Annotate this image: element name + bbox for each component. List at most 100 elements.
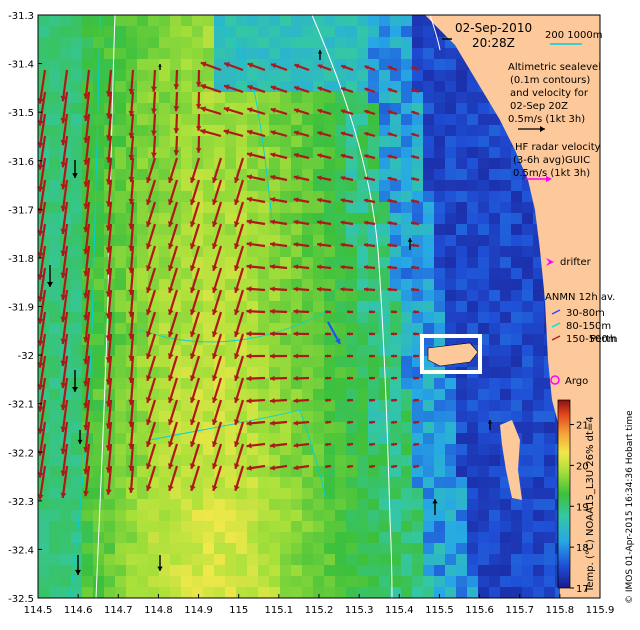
radar-velocity-arrow-head (293, 286, 299, 292)
radar-velocity-arrow-head (340, 175, 346, 181)
radar-velocity-arrow (38, 157, 47, 192)
sst-cell (401, 125, 412, 136)
sst-cell (511, 367, 522, 378)
sst-cell (93, 554, 104, 565)
sst-cell (126, 576, 137, 587)
radar-velocity-arrow-head (387, 176, 392, 181)
sst-cell (137, 37, 148, 48)
sst-cell (170, 532, 181, 543)
sst-cell (181, 125, 192, 136)
sst-cell (379, 268, 390, 279)
sst-cell (445, 455, 456, 466)
sst-cell (379, 433, 390, 444)
sst-cell (544, 565, 555, 576)
radar-velocity-arrow-head (224, 62, 230, 68)
sst-cell (522, 576, 533, 587)
sst-cell (324, 433, 335, 444)
sst-cell (269, 169, 280, 180)
sst-cell (335, 169, 346, 180)
y-tick-label: -31.5 (8, 108, 34, 119)
sst-cell (258, 15, 269, 26)
sst-cell (511, 202, 522, 213)
sst-cell (346, 433, 357, 444)
sst-cell (38, 510, 49, 521)
radar-velocity-arrow (84, 267, 91, 299)
sst-cell (445, 499, 456, 510)
sst-cell (181, 103, 192, 114)
sst-cell (335, 356, 346, 367)
sst-cell (500, 411, 511, 422)
sst-cell (148, 323, 159, 334)
sst-cell (104, 48, 115, 59)
sst-cell (357, 158, 368, 169)
altimetry-velocity-arrow-head (47, 282, 53, 287)
sst-cell (522, 213, 533, 224)
sst-cell (104, 543, 115, 554)
sst-cell (302, 235, 313, 246)
sst-cell (225, 279, 236, 290)
sst-cell (302, 37, 313, 48)
sst-cell (214, 37, 225, 48)
sst-cell (544, 422, 555, 433)
sst-cell (247, 576, 258, 587)
sst-cell (324, 235, 335, 246)
sst-cell (357, 235, 368, 246)
sst-cell (456, 169, 467, 180)
radar-velocity-arrow-head (145, 419, 152, 425)
sst-cell (60, 499, 71, 510)
sst-cell (423, 158, 434, 169)
sst-cell (49, 158, 60, 169)
sst-cell (170, 191, 181, 202)
sst-cell (170, 235, 181, 246)
sst-cell (489, 422, 500, 433)
radar-velocity-arrow-head (246, 308, 252, 315)
sst-cell (412, 202, 423, 213)
sst-cell (192, 543, 203, 554)
sst-cell (335, 191, 346, 202)
sst-cell (445, 488, 456, 499)
sst-cell (280, 81, 291, 92)
sst-cell (60, 587, 71, 598)
sst-cell (291, 213, 302, 224)
sst-cell (71, 103, 82, 114)
sst-cell (522, 257, 533, 268)
sst-cell (456, 180, 467, 191)
sst-cell (489, 323, 500, 334)
sst-cell (401, 389, 412, 400)
sst-cell (214, 191, 225, 202)
sst-cell (346, 576, 357, 587)
radar-velocity-arrow-head (364, 131, 369, 137)
sst-cell (269, 213, 280, 224)
sst-cell (49, 169, 60, 180)
sst-cell (247, 191, 258, 202)
radar-velocity-arrow-head (211, 485, 218, 491)
sst-cell (489, 114, 500, 125)
sst-cell (313, 268, 324, 279)
sst-cell (258, 499, 269, 510)
radar-velocity-arrow-head (233, 397, 240, 403)
sst-cell (368, 587, 379, 598)
radar-velocity-arrow-head (150, 130, 157, 136)
radar-velocity-arrow-head (387, 132, 392, 137)
sst-cell (269, 422, 280, 433)
sst-cell (181, 235, 192, 246)
sst-cell (467, 378, 478, 389)
sst-cell (467, 301, 478, 312)
radar-velocity-arrow-head (325, 398, 329, 402)
sst-cell (280, 180, 291, 191)
sst-cell (291, 125, 302, 136)
sst-cell (181, 455, 192, 466)
sst-cell (434, 268, 445, 279)
sst-cell (412, 290, 423, 301)
sst-cell (236, 279, 247, 290)
sst-cell (159, 257, 170, 268)
sst-cell (82, 543, 93, 554)
sst-cell (159, 125, 170, 136)
sst-cell (159, 279, 170, 290)
sst-cell (467, 114, 478, 125)
radar-velocity-arrow-head (369, 420, 373, 425)
sst-cell (478, 191, 489, 202)
sst-cell (456, 554, 467, 565)
sst-cell (599, 455, 600, 466)
sst-cell (258, 345, 269, 356)
